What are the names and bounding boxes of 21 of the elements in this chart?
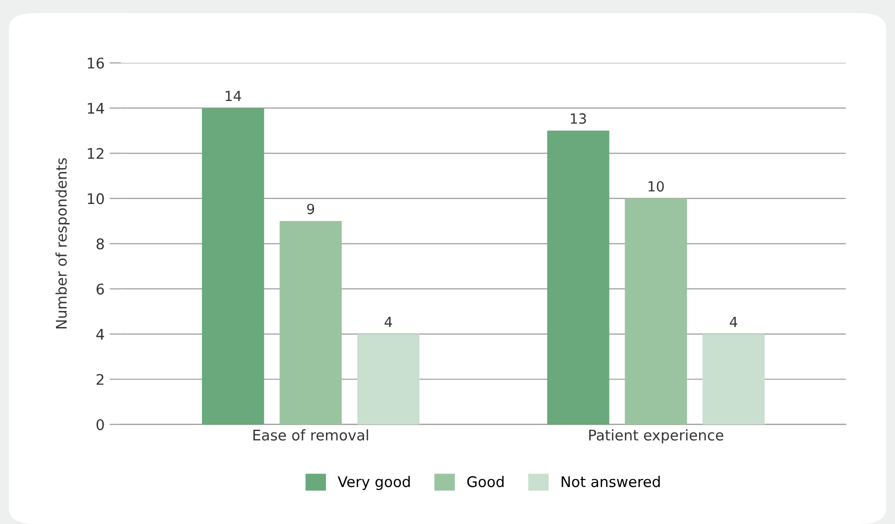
y-tick-label: 0 <box>96 419 104 430</box>
legend-label: Good <box>467 476 504 488</box>
y-axis-title: Number of respondents <box>56 158 70 328</box>
legend-label: Not answered <box>562 476 660 488</box>
data-label: 4 <box>730 316 738 327</box>
data-label: 4 <box>384 316 392 327</box>
y-tick-label: 4 <box>96 328 104 340</box>
y-tick-label: 10 <box>88 193 104 204</box>
y-tick-label: 14 <box>88 102 104 114</box>
legend-label: Very good <box>338 476 410 490</box>
y-tick-label: 12 <box>88 148 104 159</box>
data-label: 9 <box>307 204 314 214</box>
data-label: 14 <box>226 90 242 102</box>
y-tick-label: 16 <box>88 58 104 69</box>
y-tick-label: 6 <box>96 284 104 295</box>
data-label: 13 <box>570 113 586 124</box>
y-tick-label: 8 <box>96 238 104 250</box>
y-tick-label: 2 <box>96 374 104 385</box>
x-tick-label: Patient experience <box>589 429 724 444</box>
x-tick-label: Ease of removal <box>253 429 368 441</box>
data-label: 10 <box>648 181 664 192</box>
